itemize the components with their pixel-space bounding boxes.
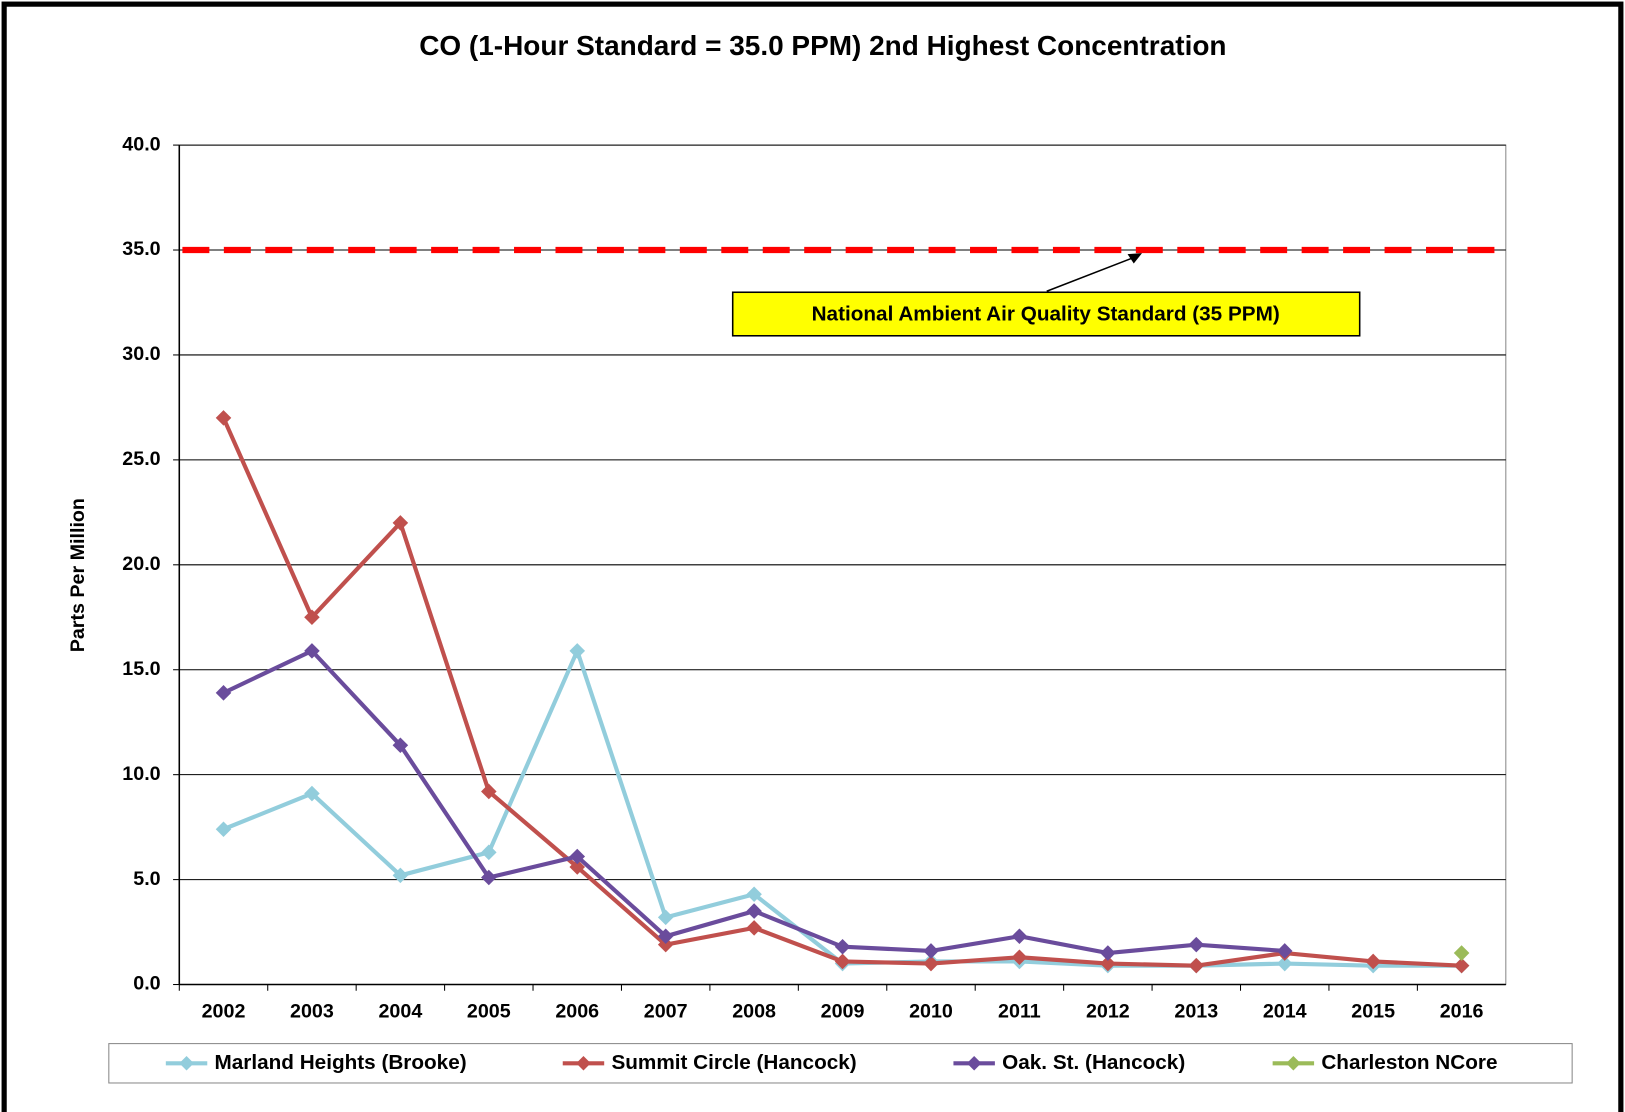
x-tick-label: 2002 [202, 1001, 246, 1023]
series-marker [1188, 957, 1205, 974]
series-marker [215, 685, 232, 701]
y-tick-label: 35.0 [122, 238, 160, 260]
x-tick-label: 2008 [732, 1001, 776, 1023]
series-marker [657, 936, 674, 953]
legend-marker [179, 1056, 194, 1071]
y-tick-label: 20.0 [122, 553, 160, 575]
annotation-box [731, 291, 1361, 337]
x-tick-label: 2010 [909, 1001, 953, 1023]
series-marker [392, 515, 409, 531]
x-tick-label: 2004 [378, 1001, 422, 1023]
y-axis-label: Parts Per Million [67, 498, 89, 652]
series-marker [834, 938, 851, 955]
series-marker [392, 867, 409, 884]
legend-marker [1286, 1056, 1301, 1071]
legend-label: Summit Circle (Hancock) [611, 1051, 856, 1074]
series-marker [569, 859, 586, 875]
y-tick-label: 25.0 [122, 448, 160, 470]
series-marker [1188, 936, 1205, 953]
legend-box [108, 1043, 1573, 1084]
legend-marker [576, 1056, 591, 1071]
series-marker [569, 643, 586, 659]
y-tick-label: 30.0 [122, 343, 160, 365]
annotation: National Ambient Air Quality Standard (3… [812, 303, 1280, 326]
series-marker [392, 737, 409, 754]
series-marker [1011, 928, 1028, 945]
series-marker [657, 928, 674, 945]
x-tick-label: 2007 [644, 1001, 688, 1023]
y-tick-label: 15.0 [122, 658, 160, 680]
chart-title: CO (1-Hour Standard = 35.0 PPM) 2nd High… [419, 30, 1226, 61]
y-tick-label: 5.0 [133, 868, 160, 890]
series-marker [1453, 957, 1470, 974]
x-tick-label: 2003 [290, 1001, 334, 1023]
series-marker [834, 953, 851, 970]
annotation-arrowhead [1127, 253, 1143, 264]
x-tick-label: 2011 [998, 1001, 1041, 1023]
x-tick-label: 2009 [821, 1001, 865, 1023]
annotation-arrow [1046, 257, 1132, 292]
x-tick-label: 2012 [1086, 1001, 1130, 1023]
series-marker [481, 844, 497, 861]
series-marker [481, 783, 497, 800]
x-tick-label: 2016 [1440, 1001, 1484, 1023]
x-tick-label: 2015 [1351, 1001, 1395, 1023]
x-tick-label: 2005 [467, 1001, 511, 1023]
x-tick-label: 2014 [1263, 1001, 1307, 1023]
series-marker [923, 955, 939, 972]
series-marker [1453, 945, 1470, 961]
y-tick-label: 0.0 [133, 973, 160, 995]
y-tick-label: 10.0 [122, 763, 160, 785]
y-tick-label: 40.0 [122, 133, 160, 155]
series-marker [1365, 953, 1381, 970]
legend-label: Marland Heights (Brooke) [215, 1051, 467, 1074]
legend-marker [966, 1056, 982, 1071]
legend-label: Charleston NCore [1321, 1051, 1497, 1074]
legend-label: Oak. St. (Hancock) [1002, 1051, 1185, 1074]
series-marker [923, 943, 939, 959]
x-tick-label: 2013 [1174, 1001, 1218, 1023]
x-tick-label: 2006 [555, 1001, 599, 1023]
